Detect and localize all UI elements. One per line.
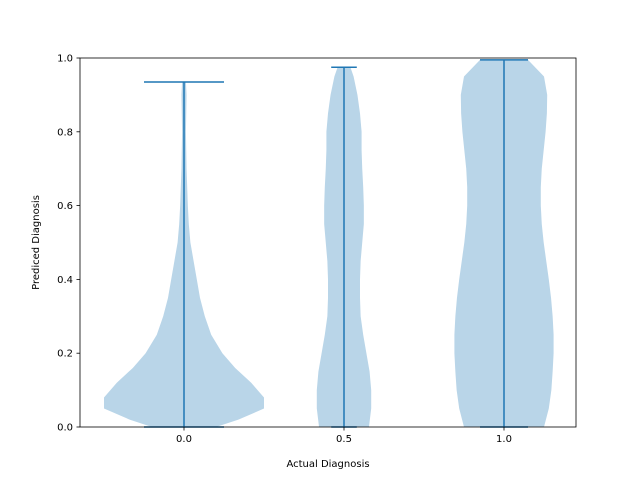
y-tick-label-2: 0.4 bbox=[57, 275, 73, 286]
y-axis: 0.0 0.2 0.4 0.6 0.8 1.0 bbox=[57, 54, 80, 434]
y-tick-label-0: 0.0 bbox=[57, 423, 73, 434]
y-axis-label: Prediced Diagnosis bbox=[31, 195, 42, 290]
y-tick-label-1: 0.2 bbox=[57, 349, 73, 360]
x-axis: 0.0 0.5 1.0 bbox=[176, 427, 512, 445]
x-tick-label-0: 0.0 bbox=[176, 434, 192, 445]
y-tick-label-4: 0.8 bbox=[57, 127, 73, 138]
x-tick-label-2: 1.0 bbox=[496, 434, 512, 445]
x-axis-label: Actual Diagnosis bbox=[286, 459, 369, 470]
axes-frame bbox=[79, 57, 577, 428]
x-tick-label-1: 0.5 bbox=[336, 434, 352, 445]
y-tick-label-5: 1.0 bbox=[57, 54, 73, 65]
plot-area bbox=[104, 59, 554, 428]
y-tick-label-3: 0.6 bbox=[57, 201, 73, 212]
